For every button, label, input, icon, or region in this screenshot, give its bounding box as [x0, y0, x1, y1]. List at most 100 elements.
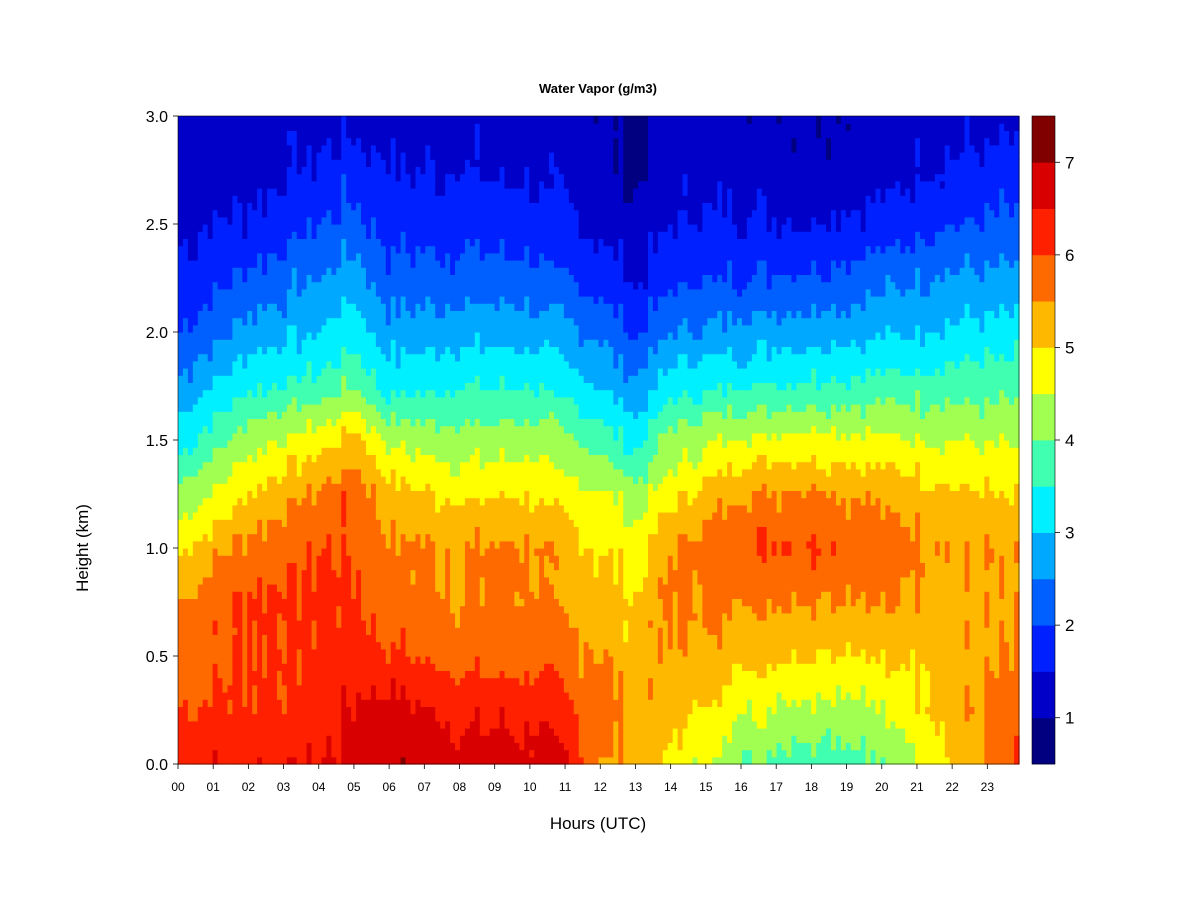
heatmap-cell [202, 375, 209, 383]
heatmap-cell [187, 130, 194, 139]
heatmap-cell [385, 188, 392, 196]
heatmap-cell [267, 260, 273, 268]
heatmap-cell [321, 353, 328, 362]
heatmap-cell [262, 332, 268, 340]
heatmap-cell [237, 116, 243, 124]
heatmap-cell [301, 519, 308, 527]
heatmap-cell [356, 411, 362, 419]
heatmap-cell [356, 324, 362, 333]
heatmap-cell [182, 353, 189, 362]
heatmap-cell [192, 368, 199, 376]
heatmap-cell [222, 296, 229, 304]
heatmap-cell [301, 382, 308, 391]
heatmap-cell [346, 677, 352, 686]
heatmap-cell [222, 123, 229, 131]
heatmap-cell [331, 612, 337, 621]
heatmap-cell [217, 360, 224, 369]
heatmap-cell [271, 504, 278, 513]
heatmap-cell [237, 425, 243, 434]
heatmap-cell [301, 396, 308, 405]
heatmap-cell [262, 404, 268, 412]
heatmap-cell [207, 382, 214, 391]
heatmap-cell [202, 173, 209, 182]
heatmap-cell [435, 332, 441, 340]
heatmap-cell [271, 468, 278, 477]
heatmap-cell [435, 670, 441, 679]
heatmap-cell [410, 548, 417, 556]
heatmap-cell [271, 245, 278, 254]
heatmap-cell [227, 555, 234, 563]
heatmap-cell [331, 382, 337, 391]
heatmap-cell [296, 360, 303, 369]
heatmap-cell [375, 540, 382, 549]
heatmap-cell [237, 224, 243, 232]
heatmap-cell [380, 735, 387, 743]
heatmap-cell [341, 209, 347, 218]
heatmap-cell [207, 735, 214, 743]
heatmap-cell [410, 152, 417, 160]
heatmap-cell [242, 468, 248, 477]
heatmap-cell [296, 504, 303, 513]
heatmap-cell [296, 476, 303, 484]
heatmap-cell [257, 670, 263, 679]
heatmap-cell [247, 576, 253, 585]
heatmap-cell [207, 483, 214, 491]
heatmap-cell [237, 252, 243, 261]
heatmap-cell [365, 504, 372, 513]
heatmap-cell [316, 368, 323, 376]
heatmap-cell [192, 375, 199, 383]
heatmap-cell [237, 656, 243, 664]
heatmap-cell [410, 605, 417, 614]
heatmap-cell [192, 339, 199, 347]
heatmap-cell [326, 548, 332, 556]
heatmap-cell [247, 728, 253, 736]
heatmap-cell [286, 612, 293, 621]
heatmap-cell [311, 195, 318, 203]
heatmap-cell [286, 555, 293, 563]
heatmap-cell [395, 540, 402, 549]
heatmap-cell [370, 598, 377, 607]
heatmap-cell [301, 627, 308, 635]
heatmap-cell [187, 656, 194, 664]
heatmap-cell [301, 418, 308, 427]
heatmap-cell [385, 749, 392, 758]
heatmap-cell [301, 411, 308, 419]
heatmap-cell [370, 425, 377, 434]
heatmap-cell [445, 576, 451, 585]
heatmap-cell [291, 216, 298, 225]
heatmap-cell [267, 504, 273, 513]
heatmap-cell [222, 440, 229, 448]
heatmap-cell [296, 339, 303, 347]
heatmap-cell [291, 123, 298, 131]
heatmap-cell [187, 288, 194, 297]
heatmap-cell [410, 756, 417, 765]
heatmap-cell [380, 490, 387, 499]
heatmap-cell [410, 173, 417, 182]
heatmap-cell [197, 368, 204, 376]
heatmap-cell [321, 533, 328, 542]
heatmap-cell [197, 216, 204, 225]
heatmap-cell [346, 389, 352, 398]
heatmap-cell [361, 216, 367, 225]
heatmap-cell [440, 576, 446, 585]
heatmap-cell [296, 368, 303, 376]
heatmap-cell [187, 490, 194, 499]
heatmap-cell [242, 353, 248, 362]
heatmap-cell [267, 512, 273, 520]
heatmap-cell [331, 440, 337, 448]
heatmap-cell [276, 296, 283, 304]
heatmap-cell [400, 454, 407, 463]
heatmap-cell [301, 375, 308, 383]
heatmap-cell [212, 368, 219, 376]
heatmap-cell [361, 742, 367, 751]
heatmap-cell [351, 591, 357, 599]
heatmap-cell [410, 411, 417, 419]
heatmap-cell [202, 202, 209, 211]
heatmap-cell [385, 137, 392, 146]
heatmap-cell [306, 504, 313, 513]
heatmap-cell [351, 216, 357, 225]
heatmap-cell [326, 713, 332, 722]
heatmap-cell [311, 584, 318, 592]
heatmap-cell [192, 137, 199, 146]
heatmap-cell [306, 188, 313, 196]
